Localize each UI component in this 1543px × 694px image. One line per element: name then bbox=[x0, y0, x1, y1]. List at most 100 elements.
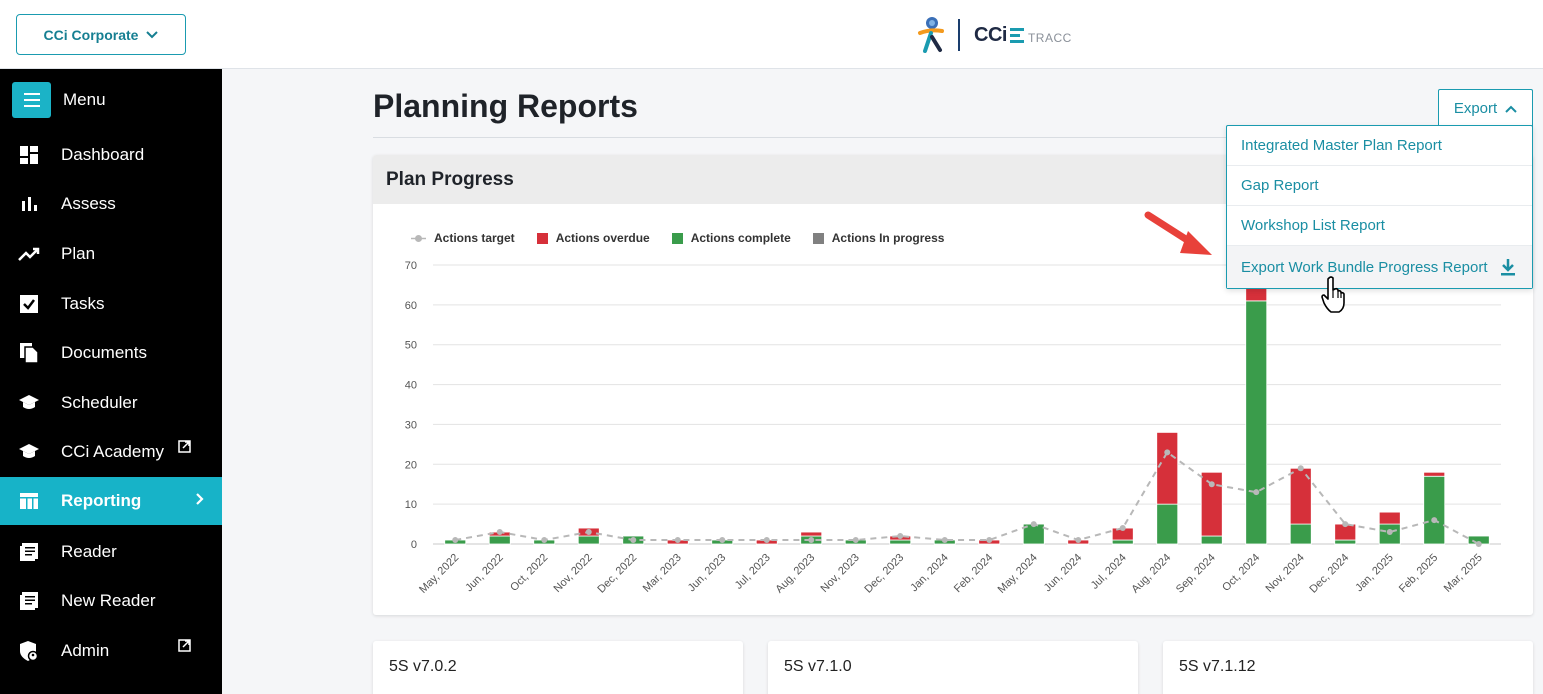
y-tick-label: 10 bbox=[405, 499, 417, 511]
hamburger-icon[interactable] bbox=[12, 82, 51, 118]
export-item-gap-report[interactable]: Gap Report bbox=[1227, 166, 1532, 206]
target-point bbox=[852, 537, 859, 544]
shield-user-icon bbox=[18, 640, 40, 662]
sidebar-item-tasks[interactable]: Tasks bbox=[0, 280, 222, 328]
sidebar-item-label: Dashboard bbox=[61, 145, 145, 164]
legend-label: Actions complete bbox=[690, 231, 791, 245]
sidebar-item-reader[interactable]: Reader bbox=[0, 528, 222, 576]
legend-complete-swatch bbox=[671, 232, 683, 244]
target-point bbox=[1253, 489, 1260, 496]
sidebar: Menu Dashboard Assess Plan Tasks Documen… bbox=[0, 69, 222, 694]
sidebar-item-new-reader[interactable]: New Reader bbox=[0, 577, 222, 625]
graduation-cap-icon bbox=[18, 441, 40, 463]
legend-target-swatch bbox=[411, 234, 426, 242]
chevron-up-icon bbox=[1505, 105, 1517, 113]
x-tick-label: Nov, 2023 bbox=[819, 552, 862, 595]
logo-divider bbox=[958, 19, 960, 51]
sidebar-item-label: Assess bbox=[61, 194, 116, 213]
red-arrow-icon bbox=[1144, 211, 1212, 255]
version-card[interactable]: 5S v7.1.0 bbox=[768, 641, 1138, 694]
x-tick-label: Dec, 2023 bbox=[862, 552, 906, 596]
version-card[interactable]: 5S v7.0.2 bbox=[373, 641, 743, 694]
export-item-integrated-master-plan[interactable]: Integrated Master Plan Report bbox=[1227, 126, 1532, 166]
legend-item-in-progress[interactable]: Actions In progress bbox=[812, 231, 944, 245]
sidebar-item-plan[interactable]: Plan bbox=[0, 230, 222, 278]
bar-complete bbox=[889, 539, 912, 545]
target-point bbox=[585, 529, 592, 536]
bar-complete bbox=[1423, 475, 1446, 545]
legend-label: Actions overdue bbox=[555, 231, 650, 245]
bar-complete bbox=[1334, 539, 1357, 545]
x-tick-label: Oct, 2024 bbox=[1220, 552, 1262, 594]
sidebar-item-label: Admin bbox=[61, 641, 110, 660]
x-tick-label: Dec, 2024 bbox=[1307, 552, 1351, 596]
target-point bbox=[986, 537, 993, 544]
target-point bbox=[674, 537, 681, 544]
sidebar-item-dashboard[interactable]: Dashboard bbox=[0, 131, 222, 179]
table-icon bbox=[18, 490, 40, 512]
export-item-work-bundle-progress[interactable]: Export Work Bundle Progress Report bbox=[1227, 246, 1532, 288]
graduation-cap-icon bbox=[18, 392, 40, 414]
x-tick-label: Nov, 2022 bbox=[552, 552, 595, 595]
download-icon bbox=[1501, 259, 1515, 276]
target-point bbox=[808, 537, 815, 544]
menu-toggle[interactable]: Menu bbox=[12, 82, 106, 118]
target-point bbox=[1431, 517, 1438, 524]
target-point bbox=[496, 529, 503, 536]
title-divider bbox=[373, 137, 1533, 138]
bar-complete bbox=[1111, 539, 1134, 545]
sidebar-item-label: Scheduler bbox=[61, 393, 138, 412]
target-point bbox=[1075, 537, 1082, 544]
legend-overdue-swatch bbox=[536, 232, 548, 244]
x-tick-label: Jun, 2022 bbox=[463, 552, 506, 595]
bar-overdue bbox=[1200, 471, 1223, 537]
target-point bbox=[1208, 481, 1215, 488]
export-button[interactable]: Export bbox=[1438, 89, 1533, 127]
org-selector[interactable]: CCi Corporate bbox=[16, 14, 186, 55]
brand-bars-icon bbox=[1009, 27, 1024, 43]
target-line bbox=[455, 450, 1480, 545]
y-tick-label: 20 bbox=[405, 459, 417, 471]
target-point bbox=[1386, 529, 1393, 536]
target-point bbox=[763, 537, 770, 544]
x-tick-label: Oct, 2022 bbox=[508, 552, 550, 594]
checkbox-icon bbox=[18, 293, 40, 315]
legend-item-overdue[interactable]: Actions overdue bbox=[536, 231, 650, 245]
sidebar-item-reporting[interactable]: Reporting bbox=[0, 477, 222, 525]
bar-overdue bbox=[800, 531, 823, 537]
sidebar-item-assess[interactable]: Assess bbox=[0, 180, 222, 228]
sidebar-item-cci-academy[interactable]: CCi Academy bbox=[0, 428, 222, 476]
bar-overdue bbox=[1378, 511, 1401, 525]
documents-icon bbox=[18, 342, 40, 364]
legend-item-complete[interactable]: Actions complete bbox=[671, 231, 791, 245]
external-link-icon bbox=[178, 440, 191, 456]
bar-complete bbox=[577, 535, 600, 545]
x-tick-label: Sep, 2024 bbox=[1174, 552, 1218, 596]
x-tick-label: Aug, 2023 bbox=[773, 552, 817, 596]
target-point bbox=[1475, 541, 1482, 547]
legend-in-progress-swatch bbox=[812, 232, 824, 244]
version-card-title: 5S v7.0.2 bbox=[389, 658, 457, 675]
bar-complete bbox=[488, 535, 511, 545]
sidebar-item-label: Documents bbox=[61, 343, 147, 362]
target-point bbox=[1164, 449, 1171, 456]
x-tick-label: Aug, 2024 bbox=[1129, 552, 1173, 596]
x-tick-label: May, 2022 bbox=[417, 552, 461, 596]
sidebar-item-label: Plan bbox=[61, 244, 96, 263]
export-dropdown: Integrated Master Plan Report Gap Report… bbox=[1226, 125, 1533, 289]
sidebar-item-documents[interactable]: Documents bbox=[0, 329, 222, 377]
legend-label: Actions target bbox=[434, 231, 515, 245]
sidebar-item-scheduler[interactable]: Scheduler bbox=[0, 379, 222, 427]
brand-product: TRACC bbox=[1027, 31, 1072, 45]
legend-item-target[interactable]: Actions target bbox=[411, 231, 515, 245]
export-item-workshop-list[interactable]: Workshop List Report bbox=[1227, 206, 1532, 246]
chart-legend: Actions target Actions overdue Actions c… bbox=[411, 231, 944, 245]
target-point bbox=[1297, 465, 1304, 472]
target-point bbox=[719, 537, 726, 544]
target-point bbox=[452, 537, 459, 544]
bar-complete bbox=[1289, 523, 1312, 545]
sidebar-item-admin[interactable]: Admin bbox=[0, 627, 222, 675]
version-card[interactable]: 5S v7.1.12 bbox=[1163, 641, 1533, 694]
target-point bbox=[1119, 525, 1126, 532]
